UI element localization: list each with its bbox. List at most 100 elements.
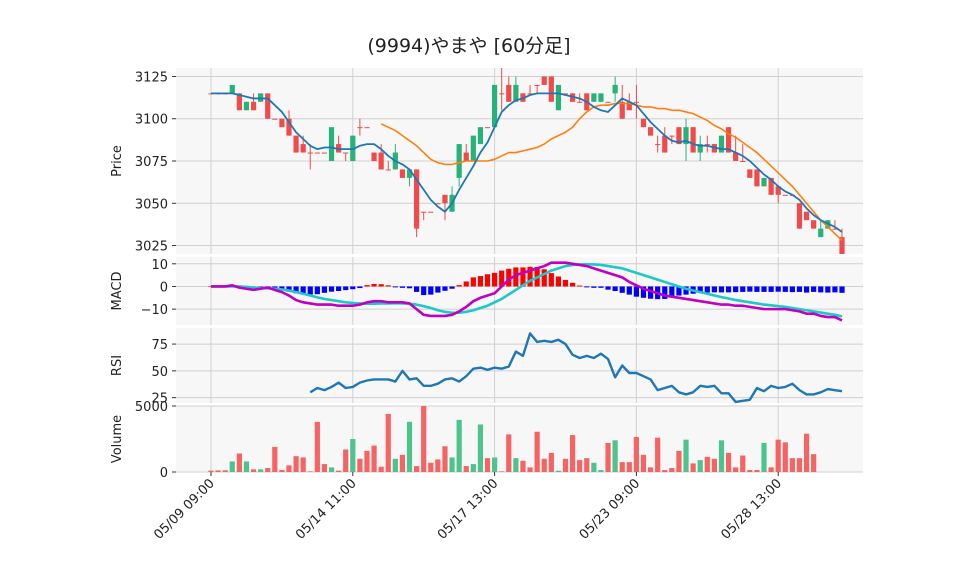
- candle-body: [463, 152, 469, 161]
- candle-body: [725, 127, 732, 153]
- macd-hist-bar: [435, 286, 441, 293]
- volume-bar: [690, 463, 696, 472]
- candle-body: [406, 169, 413, 178]
- candle-body: [669, 135, 675, 137]
- volume-bar: [314, 421, 320, 472]
- macd-hist-bar: [548, 273, 554, 287]
- candle-body: [243, 101, 250, 111]
- macd-hist-bar: [747, 286, 753, 292]
- macd-hist-bar: [633, 286, 639, 297]
- chart-title: (9994)やまや [60分足]: [367, 35, 570, 57]
- volume-bar: [499, 471, 505, 472]
- candle-body: [754, 169, 760, 187]
- volume-ytick-label: 5000: [135, 400, 168, 415]
- macd-hist-bar: [541, 269, 547, 287]
- volume-bar: [577, 460, 583, 472]
- volume-bar: [364, 450, 370, 472]
- volume-bar: [506, 434, 512, 472]
- volume-bar: [250, 469, 257, 472]
- volume-bar: [655, 437, 661, 472]
- candle-body: [562, 93, 569, 95]
- volume-bar: [619, 462, 625, 472]
- macd-hist-bar: [569, 282, 576, 287]
- volume-bar: [492, 457, 498, 472]
- macd-hist-bar: [704, 286, 710, 293]
- macd-hist-bar: [818, 286, 824, 293]
- rsi-ytick-label: 50: [151, 365, 168, 380]
- price-ytick-label: 3050: [135, 197, 168, 212]
- volume-bar: [740, 455, 746, 472]
- macd-hist-bar: [640, 286, 647, 298]
- volume-bar: [222, 470, 228, 472]
- macd-hist-bar: [612, 286, 618, 291]
- volume-bar: [796, 458, 803, 472]
- candle-body: [768, 177, 774, 195]
- candle-body: [300, 144, 306, 153]
- macd-hist-bar: [385, 285, 391, 287]
- candle-body: [655, 144, 661, 146]
- macd-hist-bar: [449, 286, 455, 289]
- volume-bar: [321, 464, 328, 472]
- macd-hist-bar: [527, 266, 533, 287]
- macd-hist-bar: [662, 286, 668, 299]
- macd-line: [211, 261, 843, 322]
- candle-body: [307, 152, 313, 154]
- volume-bar: [229, 461, 235, 472]
- rsi-ylabel: RSI: [110, 355, 125, 376]
- price-panel: 3025 3050 3075 3100 3125 Price: [110, 68, 863, 255]
- macd-ytick-label: 10: [151, 258, 168, 273]
- candle-body: [428, 211, 434, 213]
- volume-bar: [392, 458, 398, 472]
- candle-body: [555, 84, 562, 111]
- volume-bar: [775, 439, 781, 472]
- macd-hist-bar: [711, 286, 717, 293]
- ma-short-line: [211, 92, 843, 233]
- macd-hist-bar: [406, 286, 413, 289]
- volume-bar: [640, 454, 647, 472]
- volume-bar: [626, 462, 632, 472]
- volume-bar: [385, 413, 391, 472]
- candle-body: [314, 152, 320, 154]
- price-ytick-label: 3075: [135, 155, 168, 170]
- candle-body: [357, 127, 363, 129]
- macd-hist-bar: [584, 286, 590, 288]
- candle-body: [229, 84, 235, 94]
- macd-hist-bar: [378, 284, 384, 287]
- volume-bar: [293, 456, 299, 472]
- volume-bar: [265, 468, 271, 472]
- volume-bar: [704, 456, 710, 472]
- volume-bar: [470, 464, 476, 472]
- candle-body: [328, 127, 335, 161]
- volume-bar: [371, 445, 377, 472]
- macd-hist-bar: [733, 286, 739, 293]
- candle-body: [279, 118, 285, 128]
- candle-body: [541, 76, 547, 85]
- x-tick-label: 05/28 13:00: [719, 476, 786, 543]
- candle-body: [676, 127, 682, 145]
- volume-bar: [414, 466, 420, 472]
- macd-hist-bar: [697, 286, 703, 294]
- macd-hist-bar: [470, 277, 476, 287]
- candle-body: [619, 101, 625, 119]
- candle-body: [548, 76, 554, 102]
- macd-hist-bar: [428, 286, 434, 295]
- macd-ytick-label: 0: [160, 280, 168, 295]
- volume-bar: [279, 470, 285, 472]
- macd-hist-bar: [421, 286, 427, 296]
- macd-hist-bar: [768, 286, 774, 292]
- candle-body: [803, 211, 810, 221]
- volume-bar: [676, 450, 682, 472]
- macd-hist-bar: [492, 272, 498, 287]
- volume-bar: [258, 469, 264, 472]
- macd-hist-bar: [371, 283, 377, 287]
- volume-bar: [378, 466, 384, 472]
- macd-hist-bar: [647, 286, 654, 299]
- candle-body: [414, 169, 420, 229]
- candle-body: [811, 220, 817, 229]
- rsi-background: [176, 328, 863, 403]
- x-tick-label: 05/23 09:00: [577, 476, 644, 543]
- volume-bar: [782, 442, 788, 472]
- candle-body: [293, 135, 299, 153]
- macd-hist-bar: [314, 286, 320, 295]
